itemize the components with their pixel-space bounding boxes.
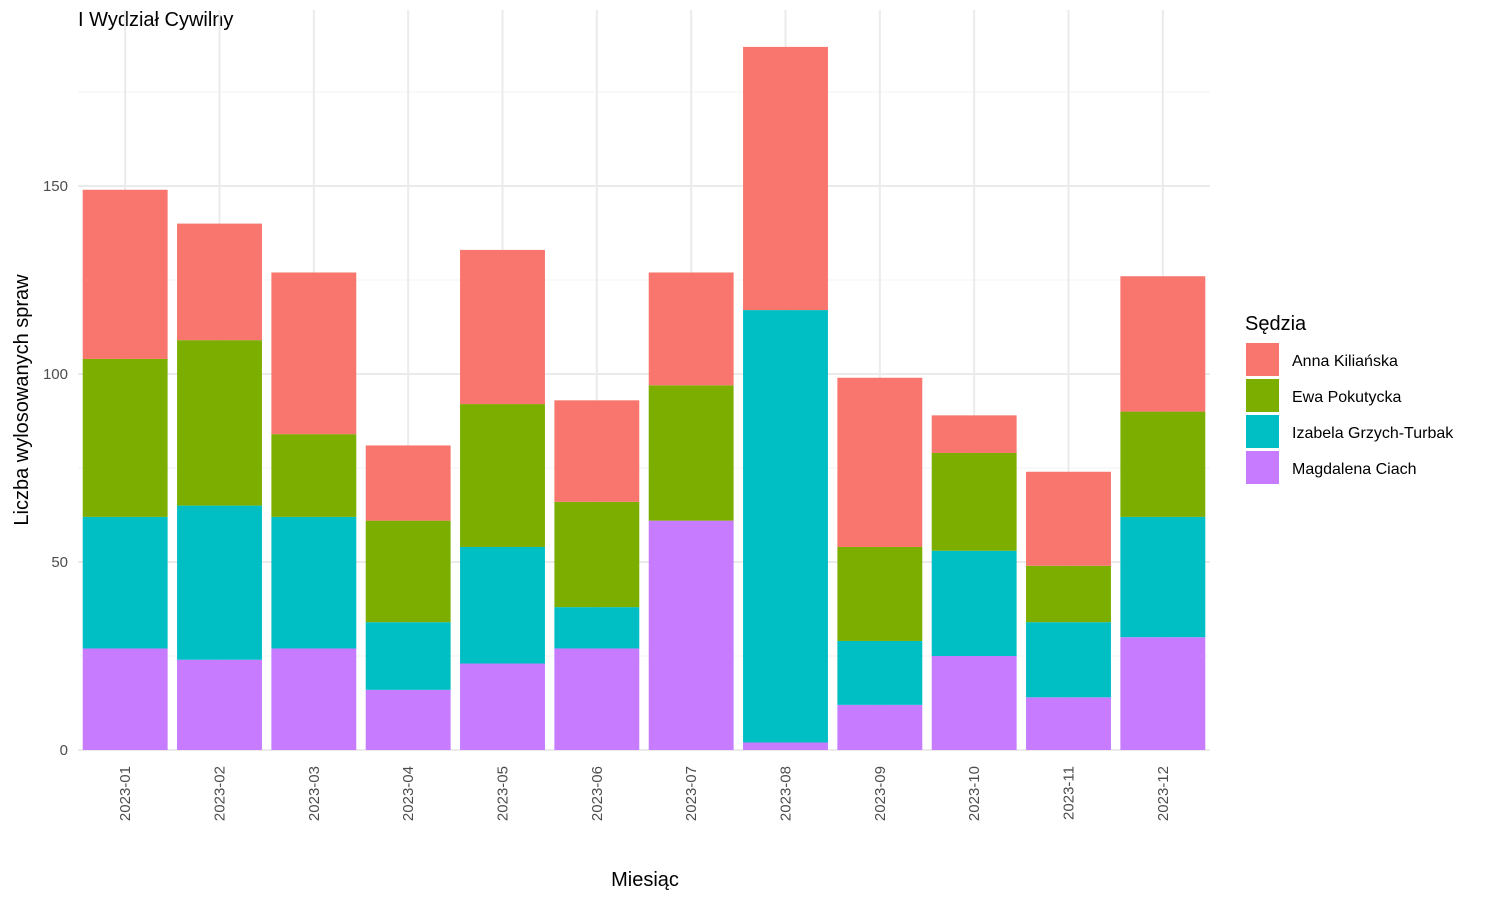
- chart-title: I Wydział Cywilny: [78, 9, 233, 31]
- bar-segment: [931, 550, 1017, 656]
- x-tick-label: 2023-05: [495, 766, 512, 821]
- bar-segment: [837, 546, 923, 641]
- bar-segment: [177, 340, 262, 506]
- bar-segment: [177, 659, 262, 750]
- bar-segment: [82, 358, 168, 517]
- bars: [82, 46, 1206, 750]
- x-tick-label: 2023-04: [400, 766, 417, 821]
- bar-segment: [931, 656, 1017, 750]
- bar-segment: [554, 648, 640, 750]
- bar-segment: [271, 516, 357, 649]
- bar-segment: [82, 648, 168, 750]
- y-tick-label: 100: [43, 366, 68, 383]
- bar-segment: [1026, 697, 1111, 750]
- bar-segment: [460, 249, 545, 405]
- bar-segment: [177, 505, 262, 660]
- x-axis-ticks: 2023-01 2023-02 2023-03 2023-04 2023-05 2023-…: [117, 766, 1172, 821]
- bar-segment: [648, 272, 734, 386]
- bar-segment: [1026, 471, 1111, 566]
- legend-title: Sędzia: [1245, 313, 1307, 335]
- x-tick-label: 2023-07: [683, 766, 700, 821]
- bar-segment: [743, 46, 828, 311]
- legend-key: [1246, 451, 1279, 484]
- bar-segment: [460, 663, 545, 750]
- bar-segment: [1026, 565, 1111, 623]
- legend-key: [1246, 343, 1279, 376]
- bar-segment: [365, 445, 451, 521]
- y-tick-label: 50: [51, 554, 68, 571]
- legend-label: Anna Kiliańska: [1292, 353, 1398, 370]
- bar-segment: [1026, 622, 1111, 698]
- bar-segment: [365, 622, 451, 690]
- legend: Sędzia Anna Kiliańska Ewa Pokutycka Izabel…: [1245, 313, 1454, 484]
- bar-segment: [743, 742, 828, 750]
- bar-segment: [743, 310, 828, 743]
- bar-segment: [554, 607, 640, 649]
- bar-segment: [365, 689, 451, 750]
- x-tick-label: 2023-11: [1061, 766, 1078, 820]
- bar-segment: [365, 520, 451, 623]
- bar-segment: [271, 434, 357, 517]
- x-tick-label: 2023-01: [117, 766, 134, 821]
- y-axis-title: Liczba wylosowanych spraw: [11, 274, 33, 526]
- legend-label: Izabela Grzych-Turbak: [1292, 425, 1454, 442]
- x-tick-label: 2023-08: [778, 766, 795, 821]
- x-tick-label: 2023-02: [212, 766, 229, 821]
- legend-label: Ewa Pokutycka: [1292, 389, 1401, 406]
- bar-segment: [837, 704, 923, 750]
- legend-key: [1246, 379, 1279, 412]
- bar-segment: [837, 377, 923, 547]
- bar-segment: [554, 501, 640, 608]
- bar-segment: [648, 385, 734, 521]
- y-tick-label: 0: [60, 742, 68, 759]
- bar-segment: [1120, 276, 1206, 412]
- x-tick-label: 2023-03: [306, 766, 323, 821]
- bar-segment: [1120, 516, 1206, 638]
- legend-key: [1246, 415, 1279, 448]
- bar-segment: [837, 640, 923, 705]
- bar-segment: [82, 516, 168, 649]
- bar-segment: [931, 452, 1017, 551]
- bar-segment: [460, 404, 545, 547]
- bar-segment: [460, 546, 545, 664]
- y-tick-label: 150: [43, 178, 68, 195]
- x-tick-label: 2023-10: [966, 766, 983, 821]
- bar-segment: [271, 272, 357, 435]
- x-tick-label: 2023-12: [1155, 766, 1172, 821]
- x-axis-title: Miesiąc: [611, 869, 679, 891]
- bar-segment: [648, 520, 734, 750]
- bar-segment: [931, 415, 1017, 453]
- legend-label: Magdalena Ciach: [1292, 461, 1417, 478]
- bar-segment: [1120, 637, 1206, 750]
- bar-segment: [177, 223, 262, 341]
- x-tick-label: 2023-09: [872, 766, 889, 821]
- bar-segment: [271, 648, 357, 750]
- bar-segment: [1120, 411, 1206, 517]
- bar-segment: [554, 400, 640, 502]
- bar-segment: [82, 189, 168, 359]
- x-tick-label: 2023-06: [589, 766, 606, 821]
- y-axis-ticks: 0 50 100 150: [43, 178, 68, 759]
